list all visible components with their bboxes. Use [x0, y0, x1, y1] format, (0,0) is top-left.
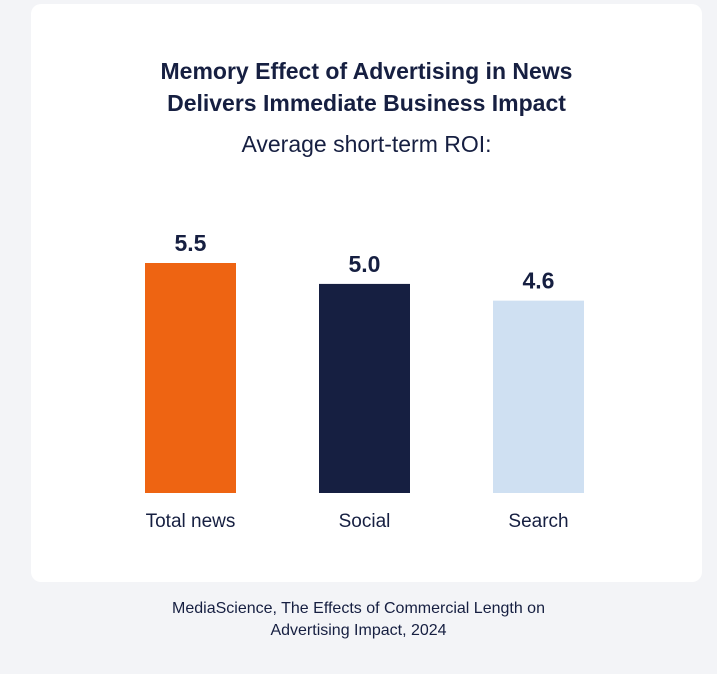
chart-title-line-2: Delivers Immediate Business Impact	[167, 90, 566, 116]
value-label-search: 4.6	[523, 268, 555, 294]
source-line-1: MediaScience, The Effects of Commercial …	[172, 600, 545, 617]
bar-social	[319, 283, 410, 493]
chart-title: Memory Effect of Advertising in News Del…	[31, 55, 702, 119]
bar-search	[493, 300, 584, 493]
bar-total-news	[145, 263, 236, 493]
chart-title-line-1: Memory Effect of Advertising in News	[160, 58, 573, 84]
chart-subtitle: Average short-term ROI:	[241, 131, 492, 157]
value-label-social: 5.0	[349, 251, 381, 277]
category-label-total-news: Total news	[146, 511, 236, 532]
category-label-search: Search	[508, 511, 568, 532]
bar-chart: 5.5 Total news 5.0 Social 4.6 Search	[145, 230, 584, 532]
chart-card: Memory Effect of Advertising in News Del…	[31, 4, 702, 582]
category-label-social: Social	[339, 511, 391, 532]
source-citation: MediaScience, The Effects of Commercial …	[0, 598, 717, 642]
value-label-total-news: 5.5	[175, 230, 207, 256]
source-line-2: Advertising Impact, 2024	[270, 622, 447, 639]
